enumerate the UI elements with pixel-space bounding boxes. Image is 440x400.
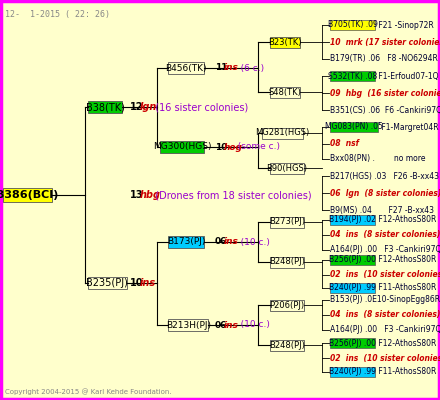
FancyBboxPatch shape xyxy=(330,215,375,225)
Text: 04  ins  (8 sister colonies): 04 ins (8 sister colonies) xyxy=(330,230,440,240)
Text: 08  nsf: 08 nsf xyxy=(330,140,359,148)
Text: MG300(HGS): MG300(HGS) xyxy=(153,142,211,152)
Text: B456(TK): B456(TK) xyxy=(165,64,207,72)
Text: B179(TR) .06   F8 -NO6294R: B179(TR) .06 F8 -NO6294R xyxy=(330,54,438,64)
Text: 02  ins  (10 sister colonies): 02 ins (10 sister colonies) xyxy=(330,270,440,280)
Text: 02  ins  (10 sister colonies): 02 ins (10 sister colonies) xyxy=(330,354,440,362)
FancyBboxPatch shape xyxy=(330,71,375,81)
Text: (6 c.): (6 c.) xyxy=(232,64,264,72)
Text: 04  ins  (8 sister colonies): 04 ins (8 sister colonies) xyxy=(330,310,440,320)
FancyBboxPatch shape xyxy=(88,277,127,289)
Text: hbg: hbg xyxy=(139,190,161,200)
Text: F21 -Sinop72R: F21 -Sinop72R xyxy=(376,20,434,30)
Text: B90(HGS): B90(HGS) xyxy=(266,164,308,172)
FancyBboxPatch shape xyxy=(270,216,304,228)
FancyBboxPatch shape xyxy=(88,101,122,113)
Text: (16 sister colonies): (16 sister colonies) xyxy=(149,102,248,112)
Text: Copyright 2004-2015 @ Karl Kehde Foundation.: Copyright 2004-2015 @ Karl Kehde Foundat… xyxy=(5,388,172,395)
Text: B256(PJ) .00: B256(PJ) .00 xyxy=(329,338,376,348)
Text: (10 c.): (10 c.) xyxy=(232,320,270,330)
FancyBboxPatch shape xyxy=(270,340,304,350)
Text: 09  hbg  (16 sister colonies): 09 hbg (16 sister colonies) xyxy=(330,88,440,98)
FancyBboxPatch shape xyxy=(330,283,375,293)
Text: 06  lgn  (8 sister colonies): 06 lgn (8 sister colonies) xyxy=(330,188,440,198)
Text: B705(TK) .09: B705(TK) .09 xyxy=(327,20,378,30)
FancyBboxPatch shape xyxy=(330,338,375,348)
Text: B217(HGS) .03   F26 -B-xx43: B217(HGS) .03 F26 -B-xx43 xyxy=(330,172,439,180)
Text: (Drones from 18 sister colonies): (Drones from 18 sister colonies) xyxy=(149,190,311,200)
Text: F12-AthosS80R: F12-AthosS80R xyxy=(376,338,436,348)
Text: B194(PJ) .02: B194(PJ) .02 xyxy=(329,216,376,224)
Text: MG083(PN) .05: MG083(PN) .05 xyxy=(325,122,383,132)
FancyBboxPatch shape xyxy=(270,300,304,310)
Text: Bxx08(PN) .        no more: Bxx08(PN) . no more xyxy=(330,154,425,164)
Text: 11: 11 xyxy=(215,64,227,72)
Text: F11-AthosS80R: F11-AthosS80R xyxy=(376,368,436,376)
FancyBboxPatch shape xyxy=(270,162,304,174)
Text: (10 c.): (10 c.) xyxy=(232,238,270,246)
Text: F1-Erfoud07-1Q: F1-Erfoud07-1Q xyxy=(376,72,438,80)
Text: F12-AthosS80R: F12-AthosS80R xyxy=(376,216,436,224)
Text: B9(MS) .04       F27 -B-xx43: B9(MS) .04 F27 -B-xx43 xyxy=(330,206,434,214)
Text: 06: 06 xyxy=(215,320,227,330)
FancyBboxPatch shape xyxy=(270,86,300,98)
Text: 12: 12 xyxy=(130,102,143,112)
FancyBboxPatch shape xyxy=(330,122,378,132)
Text: S532(TK) .08: S532(TK) .08 xyxy=(328,72,377,80)
Text: B248(PJ): B248(PJ) xyxy=(269,340,305,350)
Text: S48(TK): S48(TK) xyxy=(268,88,301,96)
Text: B256(PJ) .00: B256(PJ) .00 xyxy=(329,256,376,264)
Text: B173(PJ): B173(PJ) xyxy=(167,238,205,246)
Text: B351(CS) .06  F6 -Cankiri97Q: B351(CS) .06 F6 -Cankiri97Q xyxy=(330,106,440,114)
Text: (some c.): (some c.) xyxy=(232,142,280,152)
Text: B248(PJ): B248(PJ) xyxy=(269,258,305,266)
FancyBboxPatch shape xyxy=(270,36,300,48)
Text: P206(PJ): P206(PJ) xyxy=(269,300,304,310)
Text: F11-AthosS80R: F11-AthosS80R xyxy=(376,284,436,292)
Text: B213H(PJ): B213H(PJ) xyxy=(165,320,211,330)
FancyBboxPatch shape xyxy=(168,319,208,331)
Text: B240(PJ) .99: B240(PJ) .99 xyxy=(329,284,376,292)
Text: B23(TK): B23(TK) xyxy=(268,38,302,46)
FancyBboxPatch shape xyxy=(168,236,204,248)
Text: B386(BCI): B386(BCI) xyxy=(0,190,59,200)
Text: B38(TK): B38(TK) xyxy=(86,102,125,112)
Text: ins: ins xyxy=(139,278,155,288)
Text: A164(PJ) .00   F3 -Cankiri97Q: A164(PJ) .00 F3 -Cankiri97Q xyxy=(330,246,440,254)
Text: A164(PJ) .00   F3 -Cankiri97Q: A164(PJ) .00 F3 -Cankiri97Q xyxy=(330,326,440,334)
FancyBboxPatch shape xyxy=(168,62,204,74)
FancyBboxPatch shape xyxy=(160,141,204,153)
Text: B235(PJ): B235(PJ) xyxy=(86,278,128,288)
FancyBboxPatch shape xyxy=(330,20,375,30)
FancyBboxPatch shape xyxy=(270,256,304,268)
Text: 10  mrk (17 sister colonies): 10 mrk (17 sister colonies) xyxy=(330,38,440,46)
Text: B153(PJ) .0E10-SinopEgg86R: B153(PJ) .0E10-SinopEgg86R xyxy=(330,296,440,304)
Text: F1-Margret04R: F1-Margret04R xyxy=(379,122,439,132)
FancyBboxPatch shape xyxy=(3,188,51,202)
Text: ins: ins xyxy=(224,238,238,246)
Text: 06: 06 xyxy=(215,238,227,246)
Text: 10: 10 xyxy=(130,278,143,288)
Text: ins: ins xyxy=(224,320,238,330)
Text: lgn: lgn xyxy=(139,102,157,112)
Text: MG281(HGS): MG281(HGS) xyxy=(256,128,310,138)
Text: hog: hog xyxy=(224,142,243,152)
Text: B240(PJ) .99: B240(PJ) .99 xyxy=(329,368,376,376)
Text: ins: ins xyxy=(224,64,238,72)
Text: 10: 10 xyxy=(215,142,227,152)
FancyBboxPatch shape xyxy=(330,255,375,265)
FancyBboxPatch shape xyxy=(262,128,303,138)
Text: B273(PJ): B273(PJ) xyxy=(269,218,305,226)
FancyBboxPatch shape xyxy=(330,367,375,377)
Text: F12-AthosS80R: F12-AthosS80R xyxy=(376,256,436,264)
Text: 13: 13 xyxy=(130,190,143,200)
Text: 12-  1-2015 ( 22: 26): 12- 1-2015 ( 22: 26) xyxy=(5,10,110,19)
